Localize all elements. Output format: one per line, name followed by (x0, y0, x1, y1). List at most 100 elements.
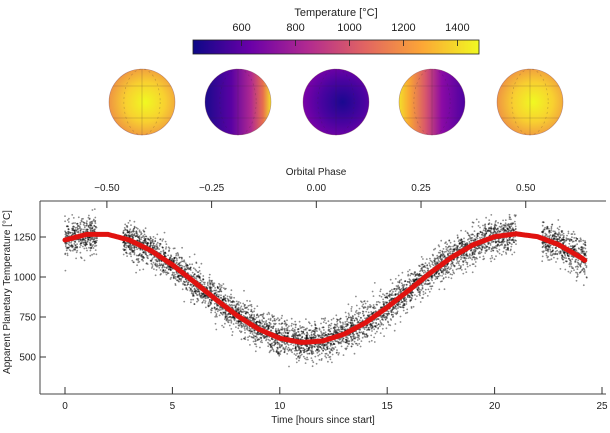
data-point (354, 341, 356, 343)
data-point (251, 336, 253, 338)
data-point (122, 231, 124, 233)
data-point (438, 260, 440, 262)
data-point (273, 323, 275, 325)
data-point (350, 321, 352, 323)
data-point (351, 306, 353, 308)
data-point (322, 332, 324, 334)
colorbar-label: Temperature [°C] (294, 7, 377, 19)
data-point (365, 303, 367, 305)
data-point (425, 262, 427, 264)
data-point (306, 332, 308, 334)
data-point (256, 314, 258, 316)
data-point (366, 329, 368, 331)
data-point (363, 331, 365, 333)
data-point (272, 320, 274, 322)
data-point (359, 308, 361, 310)
data-point (383, 301, 385, 303)
data-point (304, 358, 306, 360)
data-point (389, 293, 391, 295)
data-point (88, 239, 90, 241)
data-point (324, 335, 326, 337)
data-point (358, 316, 360, 318)
data-point (474, 259, 476, 261)
data-point (253, 314, 255, 316)
data-point (219, 286, 221, 288)
data-point (401, 306, 403, 308)
data-point (71, 214, 73, 216)
data-point (350, 319, 352, 321)
data-point (208, 306, 210, 308)
data-point (330, 344, 332, 346)
data-point (156, 259, 158, 261)
data-point (337, 342, 339, 344)
data-point (136, 255, 138, 257)
data-point (76, 247, 78, 249)
data-point (270, 346, 272, 348)
data-point (418, 274, 420, 276)
data-point (140, 231, 142, 233)
data-point (330, 328, 332, 330)
data-point (499, 253, 501, 255)
data-point (472, 226, 474, 228)
planet-globe (399, 69, 465, 135)
data-point (436, 278, 438, 280)
data-point (83, 244, 85, 246)
data-point (397, 311, 399, 313)
data-point (407, 271, 409, 273)
data-point (451, 277, 453, 279)
data-point (369, 304, 371, 306)
data-point (220, 294, 222, 296)
data-point (460, 246, 462, 248)
data-point (443, 277, 445, 279)
data-point (475, 239, 477, 241)
data-point (209, 284, 211, 286)
data-point (375, 319, 377, 321)
data-point (421, 289, 423, 291)
data-point (387, 315, 389, 317)
data-point (300, 347, 302, 349)
data-point (463, 238, 465, 240)
data-point (144, 242, 146, 244)
data-point (64, 220, 66, 222)
data-point (220, 290, 222, 292)
data-point (457, 236, 459, 238)
data-point (410, 273, 412, 275)
data-point (456, 269, 458, 271)
data-point (178, 275, 180, 277)
data-point (299, 334, 301, 336)
data-point (362, 337, 364, 339)
data-point (279, 330, 281, 332)
data-point (452, 246, 454, 248)
data-point (173, 258, 175, 260)
data-point (231, 304, 233, 306)
data-point (315, 327, 317, 329)
planet-globe (109, 69, 175, 135)
data-point (354, 319, 356, 321)
data-point (438, 276, 440, 278)
data-point (335, 327, 337, 329)
data-point (381, 296, 383, 298)
data-point (263, 335, 265, 337)
data-point (396, 288, 398, 290)
data-point (127, 245, 129, 247)
data-point (164, 266, 166, 268)
data-point (219, 315, 221, 317)
data-point (458, 239, 460, 241)
data-point (303, 327, 305, 329)
data-point (240, 302, 242, 304)
data-point (236, 301, 238, 303)
data-point (450, 242, 452, 244)
data-point (363, 315, 365, 317)
data-point (170, 254, 172, 256)
data-point (438, 244, 440, 246)
data-point (301, 333, 303, 335)
data-point (509, 218, 511, 220)
data-point (227, 299, 229, 301)
data-point (173, 275, 175, 277)
data-point (385, 297, 387, 299)
data-point (451, 274, 453, 276)
data-point (203, 299, 205, 301)
data-point (135, 272, 137, 274)
data-point (392, 314, 394, 316)
data-point (509, 243, 511, 245)
